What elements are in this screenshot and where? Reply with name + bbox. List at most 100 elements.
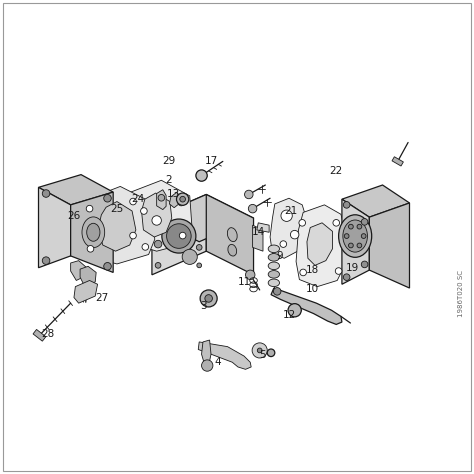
Text: 10: 10 (306, 284, 319, 294)
Circle shape (348, 224, 353, 229)
Bar (33, 329, 46, 341)
Ellipse shape (87, 223, 100, 241)
Polygon shape (169, 192, 179, 208)
Ellipse shape (268, 262, 280, 270)
Polygon shape (152, 194, 206, 275)
Ellipse shape (338, 215, 372, 257)
Circle shape (361, 261, 368, 268)
Circle shape (158, 194, 164, 201)
Polygon shape (125, 180, 192, 251)
Circle shape (299, 219, 306, 226)
Text: 18: 18 (306, 265, 319, 275)
Circle shape (245, 190, 253, 199)
Polygon shape (89, 228, 98, 240)
Polygon shape (156, 190, 166, 210)
Ellipse shape (228, 228, 237, 242)
Text: 19: 19 (346, 263, 359, 273)
Circle shape (155, 240, 162, 248)
Text: 28: 28 (41, 329, 55, 339)
Polygon shape (270, 198, 306, 258)
Circle shape (343, 274, 350, 281)
Circle shape (281, 210, 292, 221)
Ellipse shape (82, 217, 105, 247)
Text: 29: 29 (162, 156, 175, 166)
Circle shape (196, 170, 207, 181)
Circle shape (197, 263, 201, 268)
Polygon shape (296, 205, 345, 287)
Circle shape (280, 241, 287, 247)
Polygon shape (257, 223, 269, 232)
Circle shape (130, 232, 137, 239)
Text: 12: 12 (283, 310, 296, 320)
Circle shape (176, 193, 189, 205)
Circle shape (178, 199, 184, 206)
Text: 21: 21 (285, 206, 298, 216)
Polygon shape (152, 194, 254, 242)
Polygon shape (271, 288, 342, 324)
Polygon shape (342, 199, 369, 284)
Circle shape (273, 288, 281, 295)
Text: 27: 27 (96, 293, 109, 303)
Text: 1986T020 SC: 1986T020 SC (458, 270, 465, 317)
Ellipse shape (182, 249, 197, 264)
Circle shape (104, 263, 111, 270)
Circle shape (291, 230, 299, 239)
Circle shape (348, 243, 353, 248)
Text: 24: 24 (131, 194, 145, 204)
Polygon shape (253, 225, 263, 251)
Polygon shape (71, 192, 113, 273)
Ellipse shape (166, 224, 191, 248)
Circle shape (141, 208, 147, 214)
Circle shape (246, 270, 255, 280)
Polygon shape (369, 203, 410, 288)
Ellipse shape (268, 245, 280, 253)
Circle shape (179, 232, 186, 239)
Ellipse shape (268, 271, 280, 278)
Circle shape (288, 304, 301, 317)
Polygon shape (142, 193, 172, 237)
Circle shape (42, 257, 50, 264)
Circle shape (335, 268, 342, 274)
Circle shape (333, 219, 339, 226)
Text: 17: 17 (204, 156, 218, 166)
Bar (392, 157, 403, 166)
Circle shape (152, 216, 161, 225)
Text: 11: 11 (237, 277, 251, 287)
Circle shape (130, 198, 137, 205)
Polygon shape (206, 194, 254, 275)
Polygon shape (74, 281, 98, 303)
Circle shape (343, 201, 350, 208)
Polygon shape (38, 174, 113, 205)
Circle shape (87, 246, 94, 252)
Circle shape (201, 360, 213, 371)
Ellipse shape (268, 279, 280, 287)
Circle shape (104, 194, 111, 202)
Circle shape (180, 196, 185, 202)
Ellipse shape (162, 219, 196, 253)
Circle shape (142, 244, 149, 250)
Polygon shape (80, 186, 155, 264)
Text: 2: 2 (165, 175, 172, 185)
Text: 9: 9 (276, 251, 283, 261)
Circle shape (357, 224, 362, 229)
Polygon shape (98, 201, 136, 251)
Circle shape (267, 349, 275, 356)
Polygon shape (71, 261, 87, 281)
Ellipse shape (228, 245, 237, 256)
Text: 3: 3 (201, 301, 207, 310)
Text: 26: 26 (67, 211, 81, 221)
Polygon shape (342, 185, 410, 217)
Circle shape (361, 234, 366, 238)
Circle shape (205, 295, 212, 302)
Text: 5: 5 (260, 350, 266, 360)
Circle shape (257, 348, 262, 353)
Circle shape (357, 243, 362, 248)
Text: 4: 4 (215, 357, 221, 367)
Text: 22: 22 (329, 166, 343, 176)
Circle shape (42, 190, 50, 197)
Polygon shape (80, 266, 96, 287)
Ellipse shape (268, 254, 280, 261)
Circle shape (361, 219, 368, 225)
Circle shape (248, 204, 257, 213)
Text: 25: 25 (110, 204, 123, 214)
